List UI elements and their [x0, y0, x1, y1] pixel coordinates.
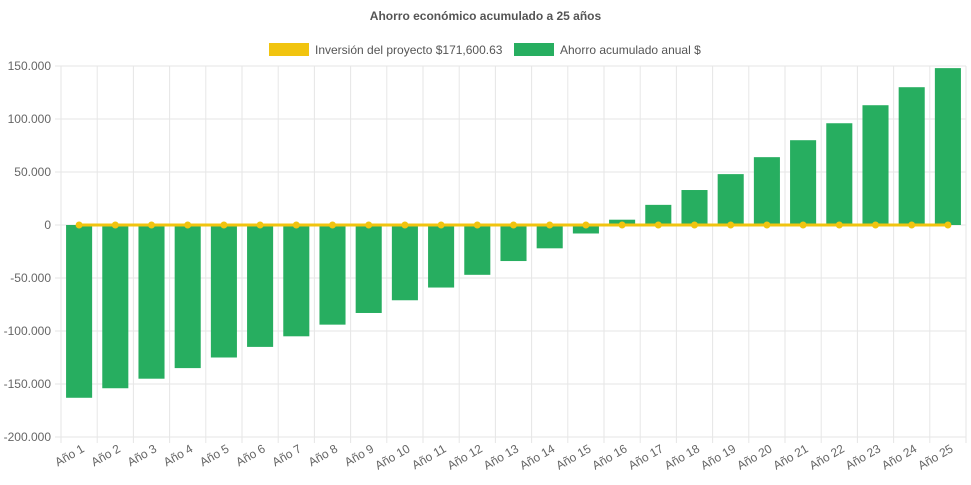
x-tick-label: Año 13	[481, 441, 521, 472]
bars-layer	[66, 68, 961, 398]
line-point	[184, 221, 192, 229]
x-tick-label: Año 19	[698, 441, 738, 472]
grid-layer	[55, 65, 967, 443]
x-tick-label: Año 1	[52, 441, 86, 469]
x-tick-label: Año 17	[626, 441, 666, 472]
x-tick-label: Año 23	[843, 441, 883, 472]
x-tick-label: Año 5	[197, 441, 231, 469]
x-axis-labels: Año 1 Año 2 Año 3 Año 4 Año 5 Año 6 Año 7 Año 8…	[52, 441, 955, 472]
bar	[428, 225, 455, 288]
bar	[790, 140, 817, 225]
y-tick-label: 0	[44, 218, 51, 232]
x-tick-label: Año 9	[342, 441, 376, 469]
bar	[247, 225, 274, 347]
y-tick-label: 50.000	[14, 165, 51, 179]
x-tick-label: Año 11	[409, 441, 448, 472]
y-tick-label: 150.000	[8, 59, 52, 73]
x-tick-label: Año 12	[445, 441, 485, 472]
y-tick-label: -150.000	[4, 377, 52, 391]
line-point	[546, 221, 554, 229]
bar	[283, 225, 310, 337]
line-point	[292, 221, 300, 229]
legend: Inversión del proyecto $171,600.63 Ahorro…	[269, 43, 701, 57]
bar	[66, 225, 93, 398]
x-tick-label: Año 2	[89, 441, 123, 469]
x-tick-label: Año 7	[270, 441, 304, 469]
line-point	[473, 221, 481, 229]
line-point	[835, 221, 843, 229]
y-tick-label: -200.000	[4, 430, 52, 444]
x-tick-label: Año 22	[807, 441, 847, 472]
bar	[138, 225, 165, 379]
bar	[862, 105, 889, 225]
legend-label[interactable]: Ahorro acumulado anual $	[560, 43, 701, 57]
line-point	[510, 221, 517, 229]
x-tick-label: Año 6	[233, 441, 267, 469]
chart-title: Ahorro económico acumulado a 25 años	[370, 9, 602, 23]
bar	[826, 123, 853, 225]
x-tick-label: Año 10	[372, 441, 412, 472]
y-axis-labels: 150.000 100.000 50.000 0 -50.000 -100.000 -150…	[4, 59, 52, 444]
line-point	[111, 221, 119, 229]
x-tick-label: Año 14	[517, 441, 557, 472]
bar	[464, 225, 491, 275]
bar	[536, 225, 563, 249]
line-point	[401, 221, 409, 229]
x-tick-label: Año 4	[161, 441, 195, 469]
bar	[102, 225, 129, 389]
bar	[500, 225, 527, 262]
bar	[210, 225, 237, 358]
line-point	[654, 221, 662, 229]
legend-swatch[interactable]	[269, 43, 309, 56]
bar	[391, 225, 418, 301]
bar	[898, 87, 925, 225]
line-point	[908, 221, 916, 229]
line-point	[691, 221, 698, 229]
bar	[319, 225, 346, 325]
bar	[717, 174, 744, 225]
x-tick-label: Año 18	[662, 441, 702, 472]
legend-label[interactable]: Inversión del proyecto $171,600.63	[315, 43, 503, 57]
x-tick-label: Año 3	[125, 441, 159, 469]
line-point	[763, 221, 771, 229]
line-point	[75, 221, 83, 229]
line-point	[329, 221, 336, 229]
line-point	[872, 221, 879, 229]
line-point	[582, 221, 590, 229]
line-point	[365, 221, 373, 229]
bar	[174, 225, 201, 369]
y-tick-label: -50.000	[10, 271, 51, 285]
x-tick-label: Año 24	[879, 441, 919, 472]
line-point	[944, 221, 952, 229]
x-tick-label: Año 21	[771, 441, 811, 472]
line-point	[799, 221, 807, 229]
line-layer	[75, 221, 952, 229]
bar	[681, 190, 708, 225]
y-tick-label: 100.000	[8, 112, 52, 126]
bar	[355, 225, 382, 313]
bar	[753, 157, 780, 225]
x-tick-label: Año 20	[734, 441, 774, 472]
line-point	[220, 221, 228, 229]
line-point	[618, 221, 626, 229]
line-point	[256, 221, 264, 229]
y-tick-label: -100.000	[4, 324, 52, 338]
line-point	[437, 221, 445, 229]
bar	[645, 204, 672, 225]
bar	[572, 225, 599, 234]
x-tick-label: Año 15	[553, 441, 593, 472]
line-point	[148, 221, 155, 229]
x-tick-label: Año 25	[915, 441, 955, 472]
line-point	[727, 221, 735, 229]
x-tick-label: Año 8	[306, 441, 340, 469]
x-tick-label: Año 16	[590, 441, 630, 472]
legend-swatch[interactable]	[514, 43, 554, 56]
bar	[934, 68, 961, 226]
